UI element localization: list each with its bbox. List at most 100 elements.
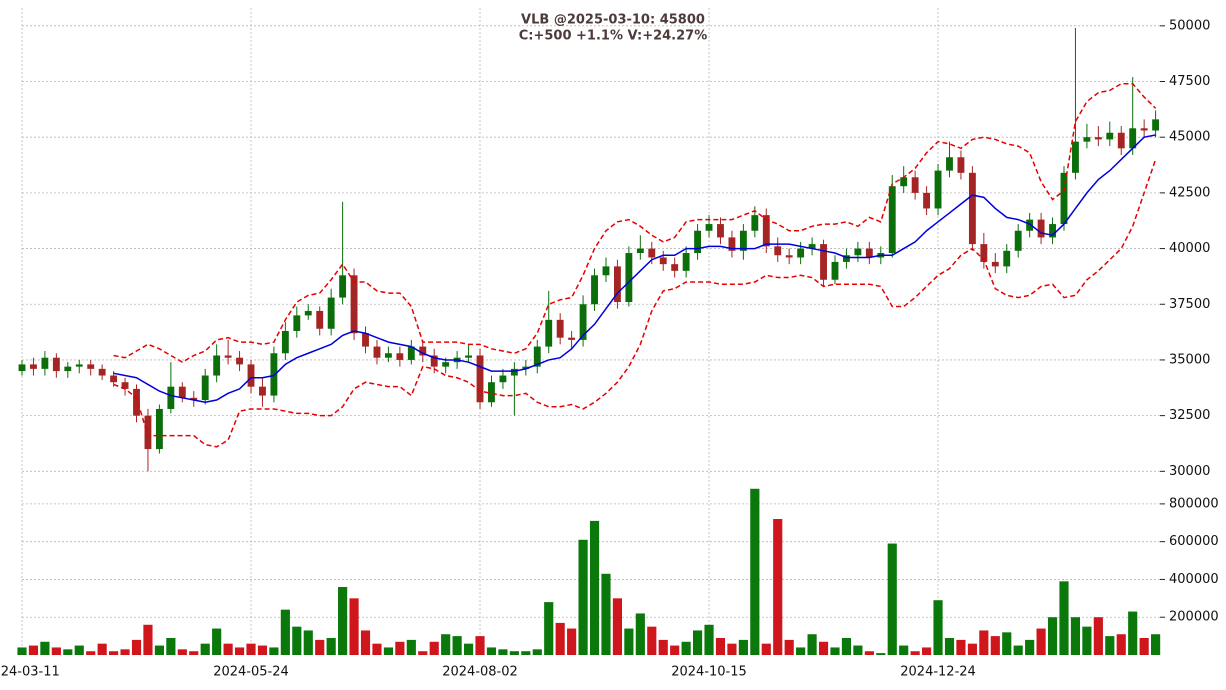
y-tick-label: 32500	[1169, 408, 1210, 423]
volume-bar	[773, 519, 783, 655]
volume-bar	[372, 643, 382, 655]
candle-body	[247, 364, 255, 387]
volume-bar	[28, 645, 39, 655]
volume-bar	[578, 539, 588, 655]
volume-bar	[383, 647, 393, 655]
candle-body	[350, 275, 358, 334]
candle-body	[293, 315, 301, 331]
volume-bar	[360, 630, 371, 655]
candle-body	[682, 253, 690, 271]
volume-bar	[853, 645, 863, 655]
candle-body	[797, 248, 805, 258]
x-tick-label: 2024-08-02	[442, 665, 518, 680]
candle-body	[213, 355, 221, 376]
chart-title: VLB @2025-03-10: 45800	[521, 13, 705, 28]
volume-bar	[509, 651, 519, 655]
volume-bar	[922, 647, 932, 655]
candle-body	[270, 353, 278, 396]
volume-bar	[624, 628, 634, 655]
volume-bar	[1116, 634, 1126, 655]
y2-tick-label: 800000	[1169, 496, 1219, 511]
volume-bar	[1025, 639, 1035, 655]
volume-bar	[1036, 628, 1046, 655]
volume-bar	[956, 639, 966, 655]
x-tick-label: 2024-12-24	[900, 665, 976, 680]
volume-bar	[475, 636, 485, 655]
volume-bar	[727, 643, 737, 655]
volume-bar	[463, 643, 474, 655]
candle-body	[659, 257, 667, 265]
volume-bar	[601, 573, 611, 655]
candle-body	[339, 275, 347, 298]
candle-body	[785, 255, 793, 258]
volume-bar	[692, 630, 703, 655]
volume-bar	[86, 651, 96, 655]
volume-bar	[223, 643, 233, 655]
candle-body	[762, 215, 770, 247]
volume-bar	[910, 651, 920, 655]
candle-body	[1072, 141, 1079, 173]
volume-bar	[818, 641, 829, 655]
y-tick-label: 47500	[1169, 74, 1210, 89]
candle-body	[991, 261, 999, 267]
volume-bar	[647, 626, 657, 655]
candle-body	[259, 386, 266, 396]
volume-bar	[704, 624, 714, 655]
volume-bar	[1105, 636, 1115, 655]
candle-body	[900, 177, 908, 187]
candle-body	[488, 382, 495, 403]
candle-body	[613, 266, 621, 303]
candle-body	[739, 230, 747, 251]
volume-bar	[784, 639, 794, 655]
candle-body	[373, 346, 381, 358]
volume-bar	[303, 630, 313, 655]
volume-bar	[830, 647, 840, 655]
candle-body	[510, 368, 518, 376]
candle-body	[934, 170, 942, 209]
volume-bar	[1128, 611, 1138, 655]
candle-body	[923, 192, 931, 209]
volume-bar	[715, 638, 726, 655]
candle-body	[865, 248, 873, 258]
volume-bar	[131, 639, 142, 655]
candle-body	[396, 353, 404, 360]
y-tick-label: 35000	[1169, 352, 1210, 367]
volume-bar	[670, 645, 680, 655]
candle-body	[671, 264, 679, 271]
volume-bar	[658, 639, 668, 655]
candle-body	[1049, 224, 1056, 238]
candle-body	[362, 333, 369, 347]
candle-body	[602, 266, 610, 276]
volume-bar	[589, 520, 600, 655]
candle-body	[18, 364, 26, 372]
volume-bar	[154, 645, 164, 655]
candle-body	[1129, 128, 1137, 149]
candle-body	[465, 355, 473, 358]
candle-body	[625, 253, 633, 303]
candle-body	[1003, 250, 1011, 267]
candle-body	[133, 388, 140, 416]
y-tick-label: 42500	[1169, 185, 1210, 200]
candle-body	[648, 248, 656, 258]
candle-body	[64, 366, 72, 372]
candle-body	[41, 357, 49, 369]
volume-bar	[452, 636, 462, 655]
candle-body	[430, 355, 438, 367]
candle-body	[1152, 119, 1160, 131]
candle-body	[1060, 172, 1068, 225]
candle-body	[694, 230, 702, 254]
volume-bar	[166, 638, 176, 655]
volume-bar	[612, 598, 623, 655]
candle-body	[167, 386, 175, 409]
candle-body	[201, 375, 209, 401]
candle-body	[190, 397, 198, 401]
volume-bar	[406, 639, 416, 655]
volume-bar	[635, 613, 645, 655]
x-tick-label: 2024-03-11	[0, 665, 60, 680]
candle-body	[911, 177, 919, 193]
candle-body	[327, 297, 335, 329]
candle-body	[1014, 230, 1022, 251]
candle-body	[75, 364, 83, 367]
volume-bar	[887, 543, 897, 655]
